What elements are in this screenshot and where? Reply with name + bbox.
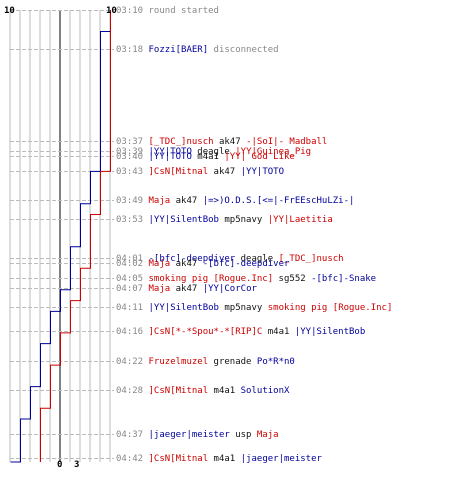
event-player: Maja — [148, 259, 171, 269]
event-player: |YY|TOTO — [148, 152, 192, 162]
event-player: SolutionX — [240, 386, 290, 396]
event-weapon: m4a1 — [262, 327, 295, 337]
event-player: Po*R*n0 — [256, 357, 295, 367]
event-row: 03:40 |YY|TOTO m4a1 |YY| God Like — [116, 152, 295, 162]
event-player: |YY|Laetitia — [267, 215, 333, 225]
event-weapon: deagle — [235, 254, 279, 264]
event-time: 04:22 — [116, 357, 144, 367]
event-time: 03:40 — [116, 152, 144, 162]
event-time: 04:05 — [116, 274, 144, 284]
event-row: 04:07 Maja ak47 |YY|CorCor — [116, 284, 257, 294]
event-row: 03:53 |YY|SilentBob mp5navy |YY|Laetitia — [116, 215, 333, 225]
event-player: -[bfc]-deepdiver — [148, 254, 236, 264]
event-row: 03:39 |YY|TOTO deagle |YY|Guinea_Pig — [116, 147, 311, 157]
event-player: |jaeger|meister — [148, 430, 230, 440]
event-time: 04:37 — [116, 430, 144, 440]
event-player: Maja — [256, 430, 279, 440]
event-player: ]CsN[Mitnal — [148, 454, 209, 464]
event-weapon: mp5navy — [218, 303, 268, 313]
event-player: |YY|SilentBob — [294, 327, 366, 337]
event-player: |=>)O.D.S.[<=|-FrEEscHuLZi-| — [202, 196, 355, 206]
event-player: smoking pig [Rogue.Inc] — [267, 303, 393, 313]
event-weapon: m4a1 — [208, 386, 241, 396]
event-weapon: ak47 — [170, 284, 203, 294]
event-text: disconnected — [208, 45, 279, 55]
event-player: -|SoI|- Madball — [246, 137, 328, 147]
event-player: -[bfc]-Snake — [311, 274, 377, 284]
event-text: round started — [148, 6, 219, 16]
event-weapon: m4a1 — [191, 152, 225, 162]
event-time: 04:01 — [116, 254, 144, 264]
event-time: 03:18 — [116, 45, 144, 55]
event-row: 04:16 ]CsN[*-*Spou*-*[RIP]C m4a1 |YY|Sil… — [116, 327, 365, 337]
event-row: 03:10 round started — [116, 6, 219, 16]
event-row: 03:43 ]CsN[Mitnal ak47 |YY|TOTO — [116, 167, 284, 177]
event-weapon: ak47 — [208, 167, 241, 177]
red-top-score: 10 — [106, 6, 117, 16]
event-row: 03:18 Fozzi[BAER] disconnected — [116, 45, 279, 55]
event-row: 04:01 -[bfc]-deepdiver deagle [_TDC_]nus… — [116, 254, 344, 264]
event-player: Fruzelmuzel — [148, 357, 209, 367]
event-weapon: grenade — [208, 357, 257, 367]
event-time: 03:37 — [116, 137, 144, 147]
event-player: |YY|SilentBob — [148, 303, 219, 313]
event-player: Maja — [148, 284, 171, 294]
event-row: 03:49 Maja ak47 |=>)O.D.S.[<=|-FrEEscHuL… — [116, 196, 354, 206]
event-row: 03:37 [_TDC_]nusch ak47 -|SoI|- Madball — [116, 137, 327, 147]
event-row: 04:42 ]CsN[Mitnal m4a1 |jaeger|meister — [116, 454, 322, 464]
blue-top-score: 10 — [4, 6, 15, 16]
event-weapon: deagle — [191, 147, 236, 157]
event-player: [_TDC_]nusch — [148, 137, 214, 147]
event-row: 04:05 smoking pig [Rogue.Inc] sg552 -[bf… — [116, 274, 376, 284]
event-time: 03:43 — [116, 167, 144, 177]
event-row: 04:28 ]CsN[Mitnal m4a1 SolutionX — [116, 386, 289, 396]
event-player: smoking pig [Rogue.Inc] — [148, 274, 274, 284]
event-player: |YY|CorCor — [202, 284, 257, 294]
event-weapon: m4a1 — [208, 454, 241, 464]
event-row: 04:02 Maja ak47 -[bfc]-deepdiver — [116, 259, 289, 269]
event-time: 03:53 — [116, 215, 144, 225]
event-time: 04:28 — [116, 386, 144, 396]
event-player: ]CsN[Mitnal — [148, 386, 209, 396]
event-time: 04:11 — [116, 303, 144, 313]
event-player: |YY| God Like — [224, 152, 295, 162]
event-time: 04:02 — [116, 259, 144, 269]
event-time: 04:16 — [116, 327, 144, 337]
blue-bottom-score: 0 — [57, 460, 63, 470]
event-player: -[bfc]-deepdiver — [202, 259, 290, 269]
red-bottom-score: 3 — [74, 460, 80, 470]
event-time: 03:39 — [116, 147, 144, 157]
event-player: Fozzi[BAER] — [148, 45, 209, 55]
event-weapon: usp — [229, 430, 257, 440]
event-weapon: ak47 — [170, 196, 203, 206]
event-player: |YY|Guinea_Pig — [235, 147, 312, 157]
event-row: 04:37 |jaeger|meister usp Maja — [116, 430, 279, 440]
event-weapon: ak47 — [170, 259, 203, 269]
event-weapon: ak47 — [213, 137, 247, 147]
event-time: 03:10 — [116, 6, 144, 16]
event-time: 04:42 — [116, 454, 144, 464]
event-player: Maja — [148, 196, 171, 206]
series-line-blue — [10, 10, 111, 463]
event-player: |YY|TOTO — [148, 147, 192, 157]
event-weapon: mp5navy — [218, 215, 268, 225]
event-player: ]CsN[Mitnal — [148, 167, 209, 177]
event-player: |YY|SilentBob — [148, 215, 219, 225]
event-weapon: sg552 — [273, 274, 312, 284]
series-line-red — [40, 10, 111, 462]
event-player: |jaeger|meister — [240, 454, 322, 464]
event-time: 03:49 — [116, 196, 144, 206]
event-player: |YY|TOTO — [240, 167, 284, 177]
event-player: ]CsN[*-*Spou*-*[RIP]C — [148, 327, 263, 337]
event-player: [_TDC_]nusch — [278, 254, 344, 264]
event-time: 04:07 — [116, 284, 144, 294]
event-row: 04:22 Fruzelmuzel grenade Po*R*n0 — [116, 357, 295, 367]
event-row: 04:11 |YY|SilentBob mp5navy smoking pig … — [116, 303, 392, 313]
